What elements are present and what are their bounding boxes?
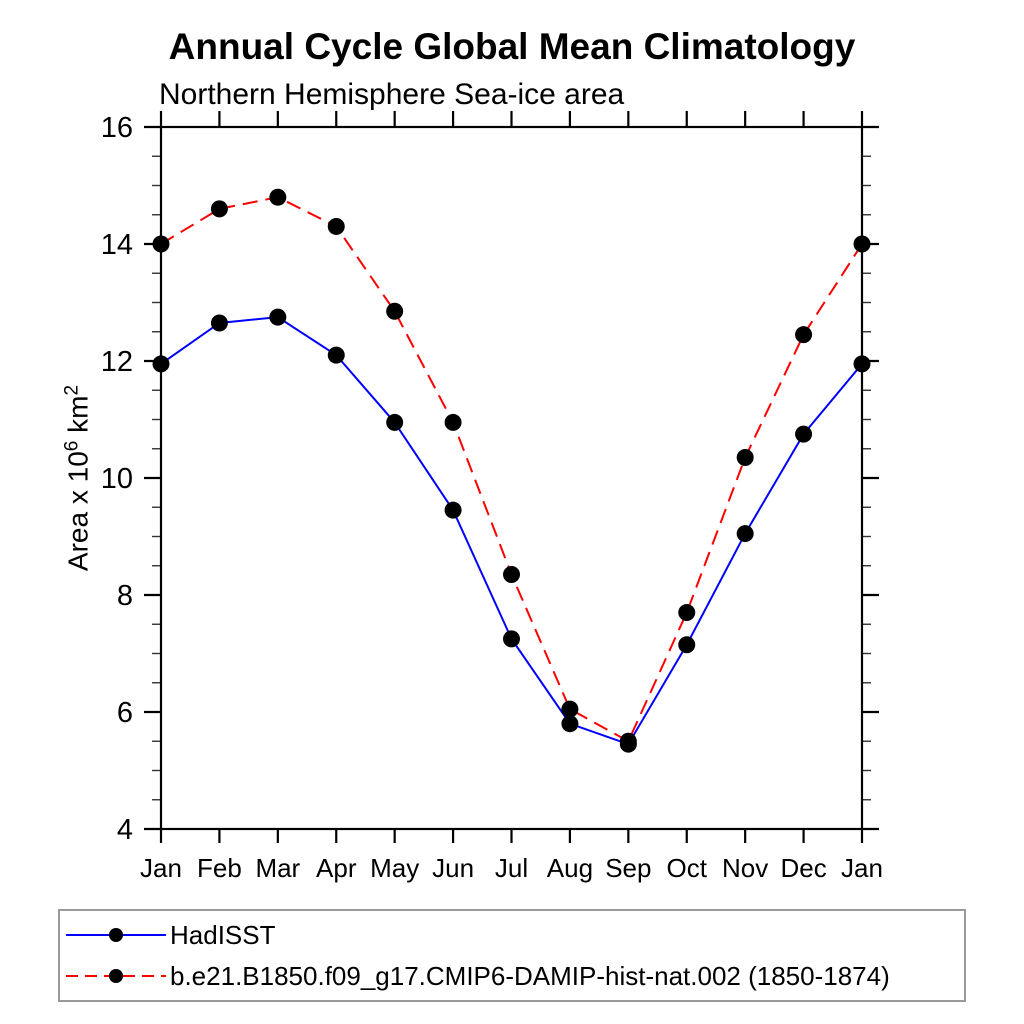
series-line-model [160, 196, 863, 743]
x-tick-label: May [370, 853, 419, 883]
data-point-marker [503, 630, 520, 648]
data-point-marker [444, 413, 462, 431]
legend-item-hadisst: HadISST [64, 915, 964, 956]
x-tick-label: Apr [316, 853, 357, 883]
data-point-marker [386, 413, 404, 431]
data-point-marker [736, 525, 754, 543]
data-point-marker [210, 314, 228, 332]
y-tick-label: 8 [117, 580, 133, 612]
legend-marker-dot [109, 928, 123, 942]
x-tick-label: Aug [547, 853, 593, 883]
y-tick-label: 6 [117, 697, 133, 729]
data-point-marker [853, 355, 871, 373]
x-tick-label: Mar [255, 853, 300, 883]
data-point-marker [795, 326, 813, 344]
y-tick-label: 4 [117, 814, 133, 846]
data-point-marker [795, 425, 813, 443]
data-point-marker [561, 700, 579, 718]
legend: HadISST b.e21.B1850.f09_g17.CMIP6-DAMIP-… [58, 909, 966, 1002]
legend-dashed-line-sample [66, 969, 166, 983]
data-point-marker [210, 200, 228, 218]
x-tick-label: Sep [605, 853, 651, 883]
data-point-marker [152, 355, 170, 373]
chart-subtitle: Northern Hemisphere Sea-ice area [159, 78, 625, 111]
data-point-marker [444, 501, 462, 519]
x-tick-label: Jan [140, 853, 182, 883]
data-point-marker [327, 217, 345, 235]
data-point-marker [678, 604, 696, 622]
data-point-marker [503, 566, 520, 584]
y-tick-label: 16 [101, 112, 133, 144]
data-point-marker [152, 235, 170, 253]
data-point-marker [736, 449, 754, 467]
data-point-marker [327, 346, 345, 364]
chart-title: Annual Cycle Global Mean Climatology [168, 26, 856, 67]
data-point-marker [619, 732, 637, 750]
x-tick-label: Jul [495, 853, 528, 883]
data-point-marker [678, 636, 696, 654]
legend-label-hadisst: HadISST [170, 919, 276, 950]
x-tick-label: Jun [432, 853, 474, 883]
legend-marker-dot [109, 969, 123, 983]
y-tick-label: 12 [101, 346, 133, 378]
legend-item-model: b.e21.B1850.f09_g17.CMIP6-DAMIP-hist-nat… [64, 956, 964, 997]
y-tick-label: 14 [101, 229, 133, 261]
data-point-marker [269, 188, 287, 206]
data-point-marker [561, 715, 579, 733]
series-line-hadisst [160, 316, 863, 746]
plot-frame [159, 125, 864, 831]
x-tick-label: Feb [197, 853, 242, 883]
data-point-marker [853, 235, 871, 253]
legend-solid-line-sample [66, 928, 166, 942]
x-tick-label: Jan [841, 853, 883, 883]
data-point-marker [269, 308, 287, 326]
y-tick-label: 10 [101, 463, 133, 495]
data-point-marker [386, 302, 404, 320]
x-tick-label: Oct [667, 853, 708, 883]
x-tick-label: Nov [722, 853, 768, 883]
x-tick-label: Dec [780, 853, 826, 883]
legend-label-model: b.e21.B1850.f09_g17.CMIP6-DAMIP-hist-nat… [170, 960, 890, 991]
